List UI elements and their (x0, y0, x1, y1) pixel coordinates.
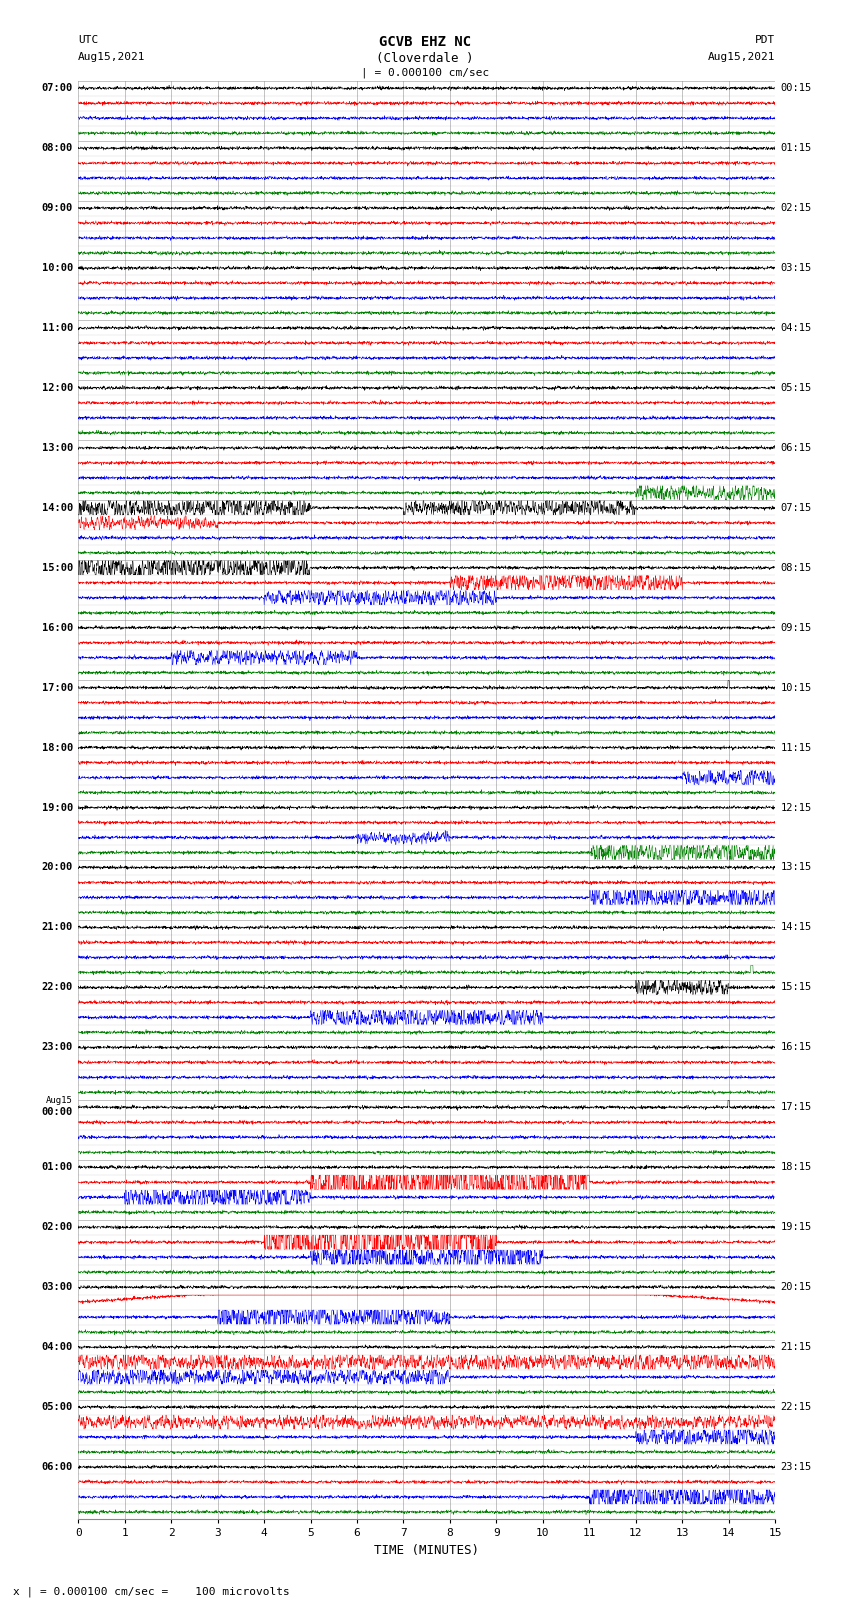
Text: 11:15: 11:15 (780, 742, 812, 753)
Text: 21:15: 21:15 (780, 1342, 812, 1352)
Text: 20:15: 20:15 (780, 1282, 812, 1292)
Text: Aug15,2021: Aug15,2021 (708, 52, 775, 61)
Text: 15:00: 15:00 (42, 563, 73, 573)
Text: 04:15: 04:15 (780, 323, 812, 332)
Text: 12:00: 12:00 (42, 382, 73, 394)
Text: 02:15: 02:15 (780, 203, 812, 213)
Text: 09:00: 09:00 (42, 203, 73, 213)
Text: 05:00: 05:00 (42, 1402, 73, 1411)
Text: 17:15: 17:15 (780, 1102, 812, 1113)
Text: 18:00: 18:00 (42, 742, 73, 753)
Text: 16:00: 16:00 (42, 623, 73, 632)
Text: 11:00: 11:00 (42, 323, 73, 332)
Text: 19:00: 19:00 (42, 803, 73, 813)
Text: 23:15: 23:15 (780, 1461, 812, 1473)
Text: UTC: UTC (78, 35, 99, 45)
Text: 07:00: 07:00 (42, 84, 73, 94)
Text: Aug15: Aug15 (46, 1097, 73, 1105)
Text: 19:15: 19:15 (780, 1223, 812, 1232)
Text: | = 0.000100 cm/sec: | = 0.000100 cm/sec (361, 68, 489, 79)
Text: 10:00: 10:00 (42, 263, 73, 273)
Text: 08:15: 08:15 (780, 563, 812, 573)
Text: 08:00: 08:00 (42, 144, 73, 153)
Text: 06:15: 06:15 (780, 444, 812, 453)
Text: 23:00: 23:00 (42, 1042, 73, 1052)
Text: 06:00: 06:00 (42, 1461, 73, 1473)
Text: 07:15: 07:15 (780, 503, 812, 513)
Text: 03:00: 03:00 (42, 1282, 73, 1292)
Text: 14:00: 14:00 (42, 503, 73, 513)
Text: Aug15,2021: Aug15,2021 (78, 52, 145, 61)
Text: GCVB EHZ NC: GCVB EHZ NC (379, 35, 471, 50)
Text: 00:00: 00:00 (42, 1107, 73, 1118)
X-axis label: TIME (MINUTES): TIME (MINUTES) (374, 1544, 479, 1557)
Text: 22:15: 22:15 (780, 1402, 812, 1411)
Text: 13:00: 13:00 (42, 444, 73, 453)
Text: 00:15: 00:15 (780, 84, 812, 94)
Text: 04:00: 04:00 (42, 1342, 73, 1352)
Text: 09:15: 09:15 (780, 623, 812, 632)
Text: (Cloverdale ): (Cloverdale ) (377, 52, 473, 65)
Text: 20:00: 20:00 (42, 863, 73, 873)
Text: 21:00: 21:00 (42, 923, 73, 932)
Text: 22:00: 22:00 (42, 982, 73, 992)
Text: 01:15: 01:15 (780, 144, 812, 153)
Text: 17:00: 17:00 (42, 682, 73, 692)
Text: 02:00: 02:00 (42, 1223, 73, 1232)
Text: 18:15: 18:15 (780, 1163, 812, 1173)
Text: PDT: PDT (755, 35, 775, 45)
Text: 15:15: 15:15 (780, 982, 812, 992)
Text: 10:15: 10:15 (780, 682, 812, 692)
Text: 13:15: 13:15 (780, 863, 812, 873)
Text: 14:15: 14:15 (780, 923, 812, 932)
Text: 05:15: 05:15 (780, 382, 812, 394)
Text: x | = 0.000100 cm/sec =    100 microvolts: x | = 0.000100 cm/sec = 100 microvolts (13, 1586, 290, 1597)
Text: 01:00: 01:00 (42, 1163, 73, 1173)
Text: 03:15: 03:15 (780, 263, 812, 273)
Text: 16:15: 16:15 (780, 1042, 812, 1052)
Text: 12:15: 12:15 (780, 803, 812, 813)
